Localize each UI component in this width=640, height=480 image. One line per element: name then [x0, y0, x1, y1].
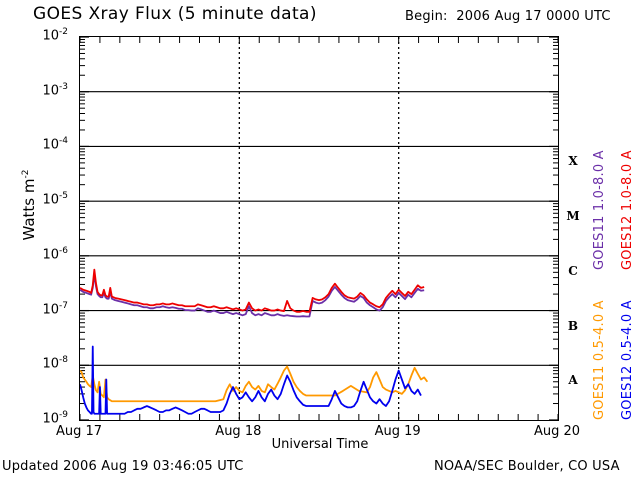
flare-class-label: B — [567, 318, 579, 333]
flare-class-label: A — [568, 373, 578, 388]
series-line — [80, 273, 425, 318]
page-title: GOES Xray Flux (5 minute data) — [33, 4, 317, 24]
legend-label: GOES12 1.0-8.0 A — [620, 150, 635, 270]
y-tick-label: 10-3 — [42, 81, 68, 99]
x-tick-label: Aug 20 — [533, 424, 581, 439]
y-tick-label: 10-9 — [42, 410, 68, 427]
y-axis-label-text: Watts m — [20, 178, 38, 241]
plot-area — [79, 36, 559, 421]
begin-time-label: Begin: 2006 Aug 17 0000 UTC — [405, 9, 611, 24]
y-tick-label: 10-2 — [42, 27, 68, 44]
y-axis-label-exponent: -2 — [21, 169, 31, 179]
y-tick-label: 10-4 — [42, 136, 68, 153]
y-tick-label: 10-8 — [42, 355, 68, 372]
legend-label: GOES11 1.0-8.0 A — [592, 150, 607, 270]
y-tick-label: 10-7 — [42, 300, 68, 317]
x-tick-label: Aug 18 — [215, 424, 262, 439]
y-tick-label: 10-6 — [42, 245, 68, 263]
x-axis-label: Universal Time — [271, 437, 369, 452]
series-line — [80, 268, 425, 313]
axis-ticks — [80, 37, 558, 420]
flare-class-label: M — [566, 209, 580, 224]
series-line — [80, 345, 422, 415]
x-tick-label: Aug 19 — [374, 424, 421, 439]
chart-svg — [80, 37, 558, 420]
flare-class-label: X — [568, 154, 578, 169]
credit-label: NOAA/SEC Boulder, CO USA — [434, 459, 620, 474]
flare-class-label: C — [568, 263, 578, 278]
legend-label: GOES11 0.5-4.0 A — [592, 300, 607, 420]
series-line — [80, 365, 429, 403]
y-tick-label: 10-5 — [42, 191, 68, 208]
updated-timestamp: Updated 2006 Aug 19 03:46:05 UTC — [2, 459, 244, 474]
x-tick-label: Aug 17 — [55, 424, 103, 439]
legend-label: GOES12 0.5-4.0 A — [620, 300, 635, 420]
